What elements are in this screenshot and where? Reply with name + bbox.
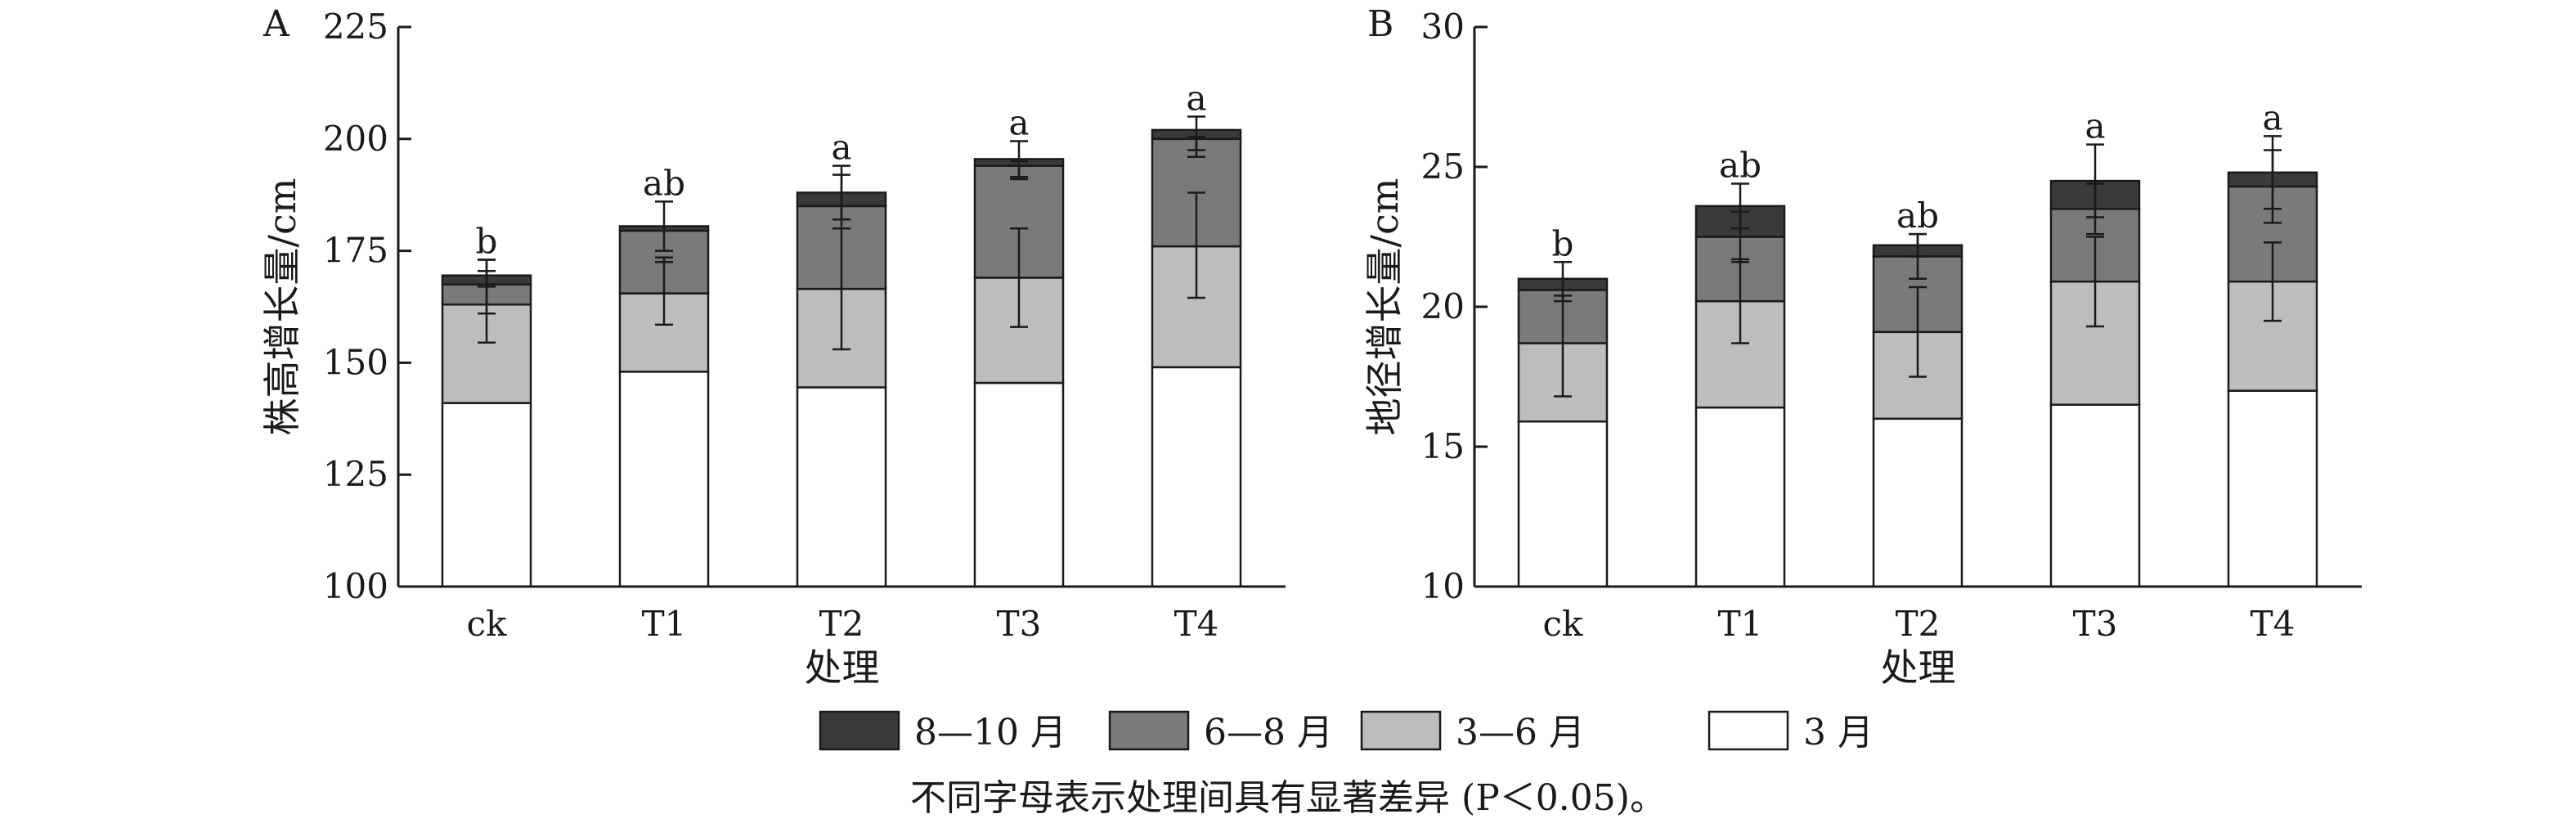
panel-a-x-axis-title: 处理: [805, 645, 880, 690]
panel-b-label: B: [1367, 3, 1393, 45]
legend-swatch-3-6: [1360, 710, 1442, 751]
bar-segment: [1694, 406, 1786, 588]
significance-label: a: [831, 128, 851, 168]
y-tick-label: 175: [323, 231, 388, 271]
legend-swatch-8-10: [819, 710, 900, 751]
x-tick-label: T2: [1896, 604, 1941, 644]
y-tick-label: 15: [1421, 426, 1465, 466]
y-tick-label: 25: [1421, 146, 1465, 187]
significance-label: a: [1186, 78, 1206, 118]
x-tick-label: T1: [1718, 604, 1763, 644]
y-tick-label: 20: [1421, 286, 1465, 326]
y-tick-label: 30: [1421, 7, 1465, 47]
bar-segment: [796, 386, 887, 588]
panel-b-y-axis-title: 地径增长量/cm: [1362, 178, 1407, 436]
significance-label: b: [1552, 223, 1574, 263]
y-tick-label: 100: [323, 566, 388, 606]
significance-label: ab: [1719, 146, 1761, 186]
x-tick-label: T4: [1174, 604, 1219, 644]
panel-b-x-axis-title: 处理: [1881, 645, 1956, 690]
y-tick-label: 150: [323, 342, 388, 382]
significance-label: a: [1008, 103, 1029, 143]
bar-segment: [441, 402, 532, 588]
footnote: 不同字母表示处理间具有显著差异 (P＜0.05)。: [910, 777, 1666, 819]
legend-label-3: 3 月: [1803, 712, 1874, 753]
x-tick-label: ck: [1543, 604, 1584, 644]
significance-label: a: [2085, 106, 2105, 146]
legend-label-8-10: 8—10 月: [914, 712, 1066, 753]
bar-segment: [1517, 420, 1609, 588]
y-tick-label: 225: [323, 7, 388, 47]
panel-a-y-axis-title: 株高增长量/cm: [260, 178, 304, 436]
x-tick-label: T4: [2251, 604, 2296, 644]
significance-label: ab: [643, 163, 685, 203]
significance-label: ab: [1896, 196, 1939, 236]
bar-segment: [1872, 417, 1963, 588]
y-tick-label: 125: [323, 454, 388, 494]
y-tick-label: 200: [323, 119, 388, 159]
significance-label: b: [476, 222, 498, 262]
panel-a: A 100 125 150 175 200 225 b ck ab T1 a T2 a T3 a T4 株高…: [260, 3, 1286, 690]
legend-swatch-6-8: [1108, 710, 1190, 751]
x-tick-label: ck: [467, 604, 508, 644]
legend-swatch-3: [1708, 710, 1789, 751]
legend-label-3-6: 3—6 月: [1456, 712, 1585, 753]
legend: 8—10 月 6—8 月 3—6 月 3 月: [819, 710, 1874, 753]
x-tick-label: T2: [819, 604, 864, 644]
bar-segment: [1151, 366, 1242, 588]
bar-segment: [2049, 403, 2141, 588]
bar-segment: [973, 381, 1065, 588]
x-tick-label: T3: [2073, 604, 2118, 644]
bar-segment: [618, 371, 710, 588]
legend-label-6-8: 6—8 月: [1204, 712, 1333, 753]
significance-label: a: [2262, 97, 2282, 137]
y-tick-label: 10: [1421, 566, 1465, 606]
x-tick-label: T1: [642, 604, 687, 644]
x-tick-label: T3: [997, 604, 1042, 644]
panel-a-label: A: [263, 3, 290, 45]
bar-segment: [2227, 389, 2318, 588]
